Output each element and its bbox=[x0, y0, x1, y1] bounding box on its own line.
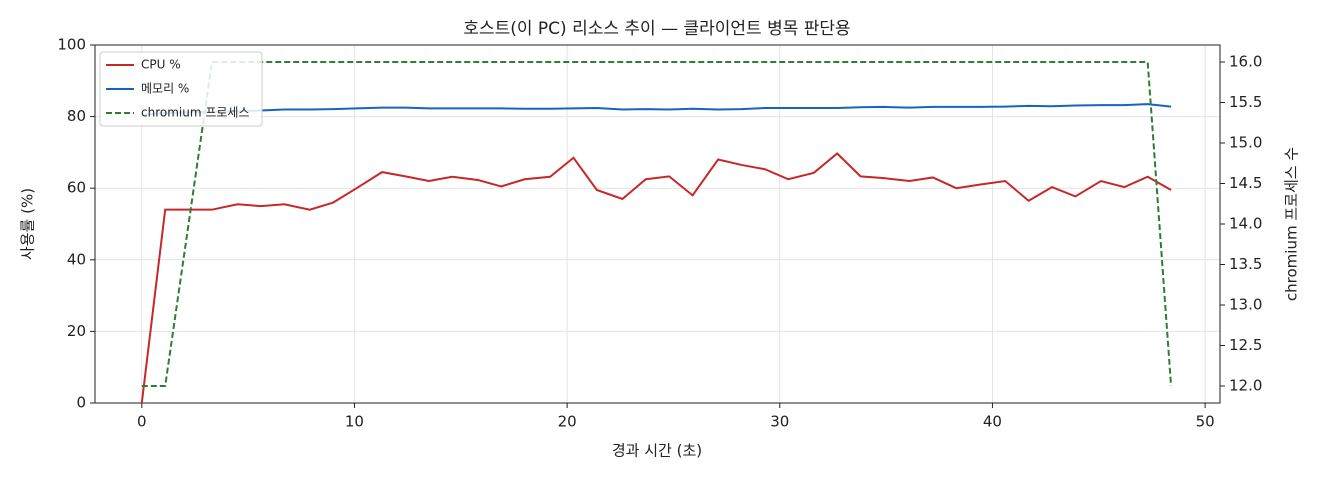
x-tick-label: 40 bbox=[983, 413, 1002, 431]
legend-box bbox=[99, 51, 263, 127]
y2-tick-label: 14.5 bbox=[1229, 174, 1262, 192]
y-tick-label: 0 bbox=[76, 394, 86, 412]
y-axis-label: 사용률 (%) bbox=[19, 188, 37, 260]
x-tick-label: 0 bbox=[137, 413, 147, 431]
series-line bbox=[140, 152, 1172, 404]
series-line bbox=[141, 61, 1173, 387]
chart-title: 호스트(이 PC) 리소스 추이 — 클라이언트 병목 판단용 bbox=[463, 19, 850, 39]
y-tick-label: 80 bbox=[67, 107, 86, 125]
y2-tick-label: 13.5 bbox=[1229, 255, 1262, 273]
legend-label: 메모리 % bbox=[141, 82, 189, 96]
y2-tick-label: 15.0 bbox=[1229, 134, 1262, 152]
legend-label: CPU % bbox=[141, 58, 181, 72]
legend: CPU % 메모리 % chromium 프로세스 bbox=[99, 51, 263, 127]
plot-frame bbox=[94, 44, 1221, 404]
y-tick-label: 20 bbox=[67, 322, 86, 340]
y2-tick-label: 12.5 bbox=[1229, 336, 1262, 354]
y2-tick-label: 15.5 bbox=[1229, 93, 1262, 111]
x-axis-label: 경과 시간 (초) bbox=[612, 442, 702, 460]
y2-tick-label: 12.0 bbox=[1229, 376, 1262, 394]
x-tick-label: 10 bbox=[345, 413, 364, 431]
y-tick-label: 60 bbox=[67, 179, 86, 197]
y2-tick-label: 14.0 bbox=[1229, 215, 1262, 233]
y-tick-label: 100 bbox=[57, 36, 86, 54]
x-tick-label: 20 bbox=[558, 413, 577, 431]
y2-axis-label: chromium 프로세스 수 bbox=[1283, 147, 1301, 301]
y-tick-label: 40 bbox=[67, 250, 86, 268]
x-tick-label: 50 bbox=[1196, 413, 1215, 431]
series-line bbox=[141, 103, 1172, 116]
legend-label: chromium 프로세스 bbox=[141, 106, 250, 120]
x-tick-label: 30 bbox=[770, 413, 789, 431]
y2-tick-label: 13.0 bbox=[1229, 295, 1262, 313]
y2-tick-label: 16.0 bbox=[1229, 53, 1262, 71]
